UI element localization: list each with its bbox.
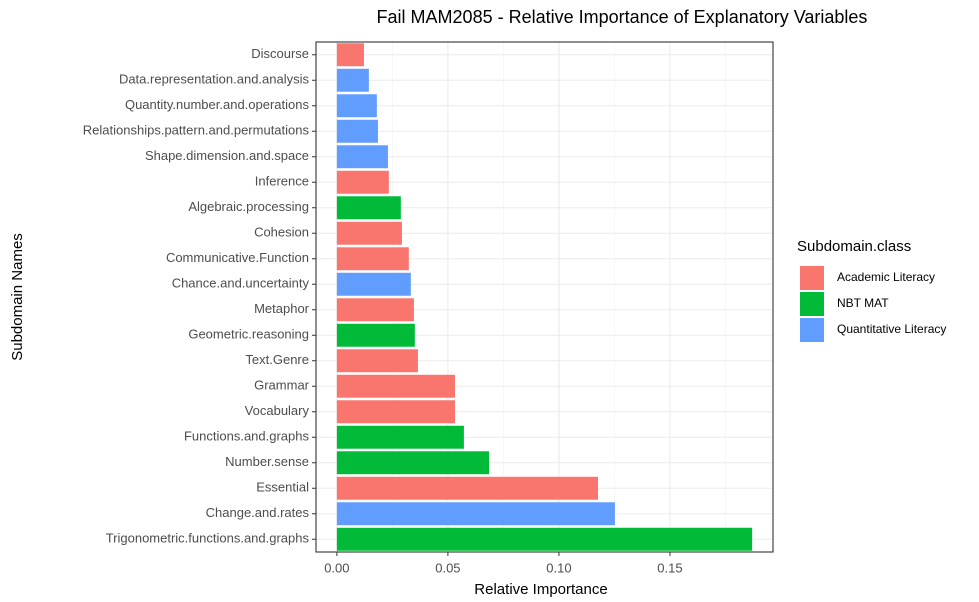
bar [336, 247, 409, 271]
y-tick-label: Inference [255, 174, 309, 189]
bar [336, 476, 599, 500]
plot-border [315, 41, 774, 553]
legend-label: Quantitative Literacy [837, 322, 946, 336]
y-tick-label: Change.and.rates [206, 505, 310, 520]
bar [336, 374, 456, 398]
bar [336, 349, 418, 373]
y-tick-label: Vocabulary [245, 403, 310, 418]
x-tick-label: 0.00 [324, 560, 349, 575]
legend-title: Subdomain.class [797, 238, 911, 255]
y-tick-label: Relationships.pattern.and.permutations [83, 123, 310, 138]
bar [336, 221, 402, 245]
y-tick-label: Trigonometric.functions.and.graphs [106, 531, 310, 546]
y-tick-label: Geometric.reasoning [188, 327, 309, 342]
bar [336, 451, 489, 475]
bar [336, 298, 414, 322]
y-axis-label: Subdomain Names [9, 233, 26, 361]
y-tick-label: Text.Genre [245, 352, 309, 367]
y-tick-label: Data.representation.and.analysis [119, 72, 310, 87]
bar [336, 400, 456, 424]
bar [336, 272, 411, 296]
y-tick-label: Essential [256, 480, 309, 495]
chart-title: Fail MAM2085 - Relative Importance of Ex… [377, 7, 868, 27]
bar [336, 94, 377, 118]
legend-key [800, 266, 824, 290]
y-tick-label: Communicative.Function [166, 250, 309, 265]
bar [336, 119, 378, 143]
bar [336, 425, 464, 449]
bar [336, 170, 389, 194]
y-tick-label: Metaphor [254, 301, 310, 316]
x-tick-label: 0.05 [435, 560, 460, 575]
y-tick-label: Cohesion [254, 225, 309, 240]
bar [336, 527, 753, 551]
bar [336, 43, 364, 67]
bar [336, 68, 369, 92]
x-tick-label: 0.10 [546, 560, 571, 575]
bar [336, 196, 401, 220]
bar [336, 323, 415, 347]
y-tick-label: Algebraic.processing [188, 199, 309, 214]
bar [336, 145, 388, 169]
y-tick-label: Number.sense [225, 454, 309, 469]
bar [336, 502, 615, 526]
y-tick-label: Grammar [254, 378, 310, 393]
y-tick-label: Functions.and.graphs [184, 429, 310, 444]
x-axis-label: Relative Importance [474, 581, 607, 598]
y-tick-label: Chance.and.uncertainty [172, 276, 310, 291]
y-tick-label: Discourse [251, 46, 309, 61]
y-tick-label: Quantity.number.and.operations [125, 97, 310, 112]
y-tick-label: Shape.dimension.and.space [145, 148, 309, 163]
legend-label: Academic Literacy [837, 270, 935, 284]
legend-key [800, 318, 824, 342]
legend-key [800, 292, 824, 316]
x-tick-label: 0.15 [657, 560, 682, 575]
legend-label: NBT MAT [837, 296, 889, 310]
